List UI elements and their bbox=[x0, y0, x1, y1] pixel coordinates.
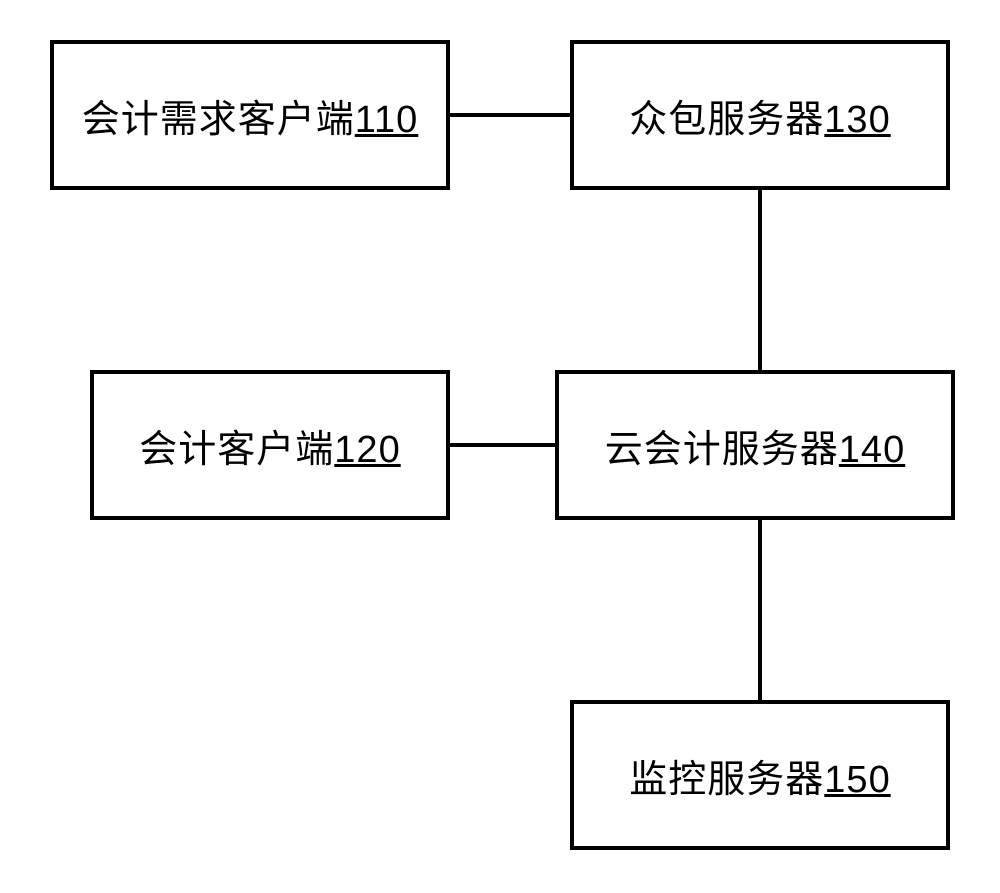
node-label: 云会计服务器140 bbox=[605, 418, 905, 473]
node-accounting-demand-client: 会计需求客户端110 bbox=[50, 40, 450, 190]
node-label: 会计客户端120 bbox=[139, 418, 400, 473]
label-text: 会计需求客户端 bbox=[82, 99, 355, 141]
edge-110-130 bbox=[450, 113, 570, 117]
edge-130-140 bbox=[758, 190, 762, 370]
node-crowdsourcing-server: 众包服务器130 bbox=[570, 40, 950, 190]
edge-140-150 bbox=[758, 520, 762, 700]
label-text: 会计客户端 bbox=[139, 429, 334, 471]
node-label: 监控服务器150 bbox=[629, 748, 890, 803]
label-number: 140 bbox=[839, 429, 905, 471]
node-cloud-accounting-server: 云会计服务器140 bbox=[555, 370, 955, 520]
label-text: 众包服务器 bbox=[629, 99, 824, 141]
label-number: 150 bbox=[824, 759, 890, 801]
label-text: 云会计服务器 bbox=[605, 429, 839, 471]
edge-120-140 bbox=[450, 443, 555, 447]
label-number: 120 bbox=[334, 429, 400, 471]
node-monitoring-server: 监控服务器150 bbox=[570, 700, 950, 850]
node-accounting-client: 会计客户端120 bbox=[90, 370, 450, 520]
node-label: 会计需求客户端110 bbox=[82, 88, 419, 143]
node-label: 众包服务器130 bbox=[629, 88, 890, 143]
label-text: 监控服务器 bbox=[629, 759, 824, 801]
label-number: 110 bbox=[355, 99, 419, 141]
label-number: 130 bbox=[824, 99, 890, 141]
